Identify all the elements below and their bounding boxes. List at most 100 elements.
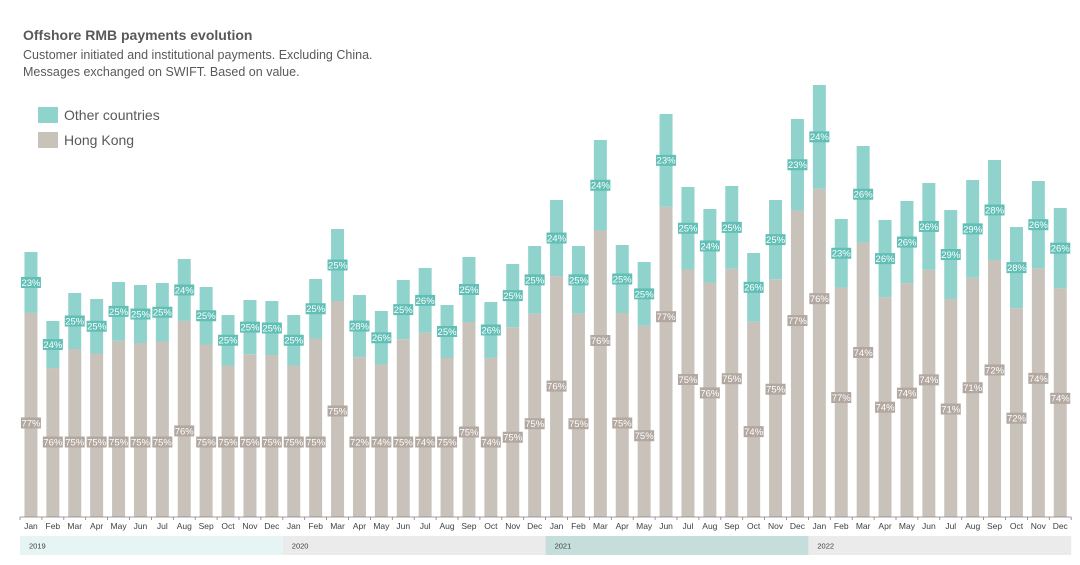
year-band-2020 [282, 536, 546, 555]
label-other-countries-42-bg [940, 249, 961, 261]
label-hong-kong-44: 72% [984, 364, 1005, 376]
label-other-countries-46: 26% [1028, 219, 1048, 231]
label-hong-kong-27: 75% [612, 417, 633, 429]
label-hong-kong-19-text: 75% [438, 437, 458, 448]
label-other-countries-8: 25% [196, 310, 216, 322]
chart-subtitle: Customer initiated and institutional pay… [23, 47, 623, 81]
bar-hong-kong-29 [659, 206, 673, 517]
bar-hong-kong-3 [90, 353, 104, 517]
label-other-countries-1-text: 24% [43, 340, 63, 351]
label-hong-kong-35: 77% [787, 315, 808, 327]
label-other-countries-21-text: 26% [481, 325, 501, 336]
label-hong-kong-24-text: 76% [547, 381, 567, 392]
label-hong-kong-14-text: 75% [328, 406, 348, 417]
label-other-countries-1-bg [42, 339, 63, 351]
label-hong-kong-9-bg [218, 436, 239, 448]
label-hong-kong-13: 75% [305, 436, 326, 448]
label-hong-kong-0-bg [20, 417, 41, 429]
label-hong-kong-23-text: 75% [525, 419, 545, 430]
x-tick-label-4: May [111, 521, 128, 531]
bar-hong-kong-33 [747, 321, 761, 517]
label-hong-kong-43-bg [962, 382, 983, 394]
label-hong-kong-40-bg [896, 387, 917, 399]
label-other-countries-5: 25% [130, 308, 151, 320]
label-other-countries-3-text: 25% [87, 322, 107, 333]
label-other-countries-43-bg [962, 223, 983, 235]
label-other-countries-41-bg [918, 220, 939, 232]
label-hong-kong-41-bg [918, 374, 939, 386]
label-other-countries-35: 23% [787, 159, 808, 171]
x-tick-label-37: Feb [834, 521, 849, 531]
label-other-countries-31: 24% [699, 240, 720, 252]
label-other-countries-18-text: 26% [416, 296, 436, 307]
label-other-countries-42-text: 29% [941, 250, 961, 261]
bar-hong-kong-28 [637, 325, 651, 517]
label-other-countries-41: 26% [918, 220, 939, 233]
x-tick-label-19: Aug [439, 521, 454, 531]
label-other-countries-44: 28% [984, 204, 1005, 216]
label-hong-kong-37: 77% [831, 392, 851, 404]
label-hong-kong-44-text: 72% [985, 365, 1005, 376]
label-hong-kong-24: 76% [546, 380, 567, 392]
label-hong-kong-19: 75% [437, 436, 458, 448]
label-other-countries-19: 25% [437, 326, 457, 338]
label-hong-kong-44-bg [984, 364, 1005, 376]
label-other-countries-22-text: 25% [503, 291, 523, 302]
label-hong-kong-7-text: 76% [175, 426, 195, 437]
x-tick-label-35: Dec [790, 521, 806, 531]
x-tick-label-23: Dec [527, 521, 543, 531]
x-tick-label-39: Apr [878, 521, 891, 531]
label-other-countries-15-bg [349, 320, 370, 332]
label-hong-kong-47: 74% [1050, 392, 1070, 405]
label-other-countries-10: 25% [239, 321, 260, 334]
label-other-countries-41-text: 26% [919, 222, 939, 233]
label-hong-kong-27-bg [612, 417, 633, 429]
label-hong-kong-39: 74% [875, 401, 895, 414]
x-tick-label-34: Nov [768, 521, 784, 531]
label-hong-kong-15-text: 72% [350, 437, 370, 448]
label-hong-kong-13-text: 75% [306, 437, 326, 448]
label-other-countries-12-bg [283, 334, 304, 346]
label-hong-kong-36: 76% [809, 293, 829, 305]
subtitle-line-1: Customer initiated and institutional pay… [23, 48, 373, 62]
label-other-countries-6-text: 25% [153, 308, 173, 319]
label-other-countries-14-bg [327, 259, 348, 271]
label-other-countries-32: 25% [721, 221, 742, 234]
label-hong-kong-25-text: 75% [569, 419, 589, 430]
label-other-countries-18: 26% [415, 294, 436, 307]
label-other-countries-45-bg [1006, 262, 1027, 274]
label-hong-kong-10-bg [239, 436, 260, 448]
label-other-countries-12-text: 25% [284, 336, 304, 347]
label-other-countries-32-text: 25% [722, 223, 742, 234]
label-other-countries-19-bg [437, 326, 458, 337]
label-hong-kong-27-text: 75% [613, 418, 633, 429]
label-hong-kong-35-text: 77% [788, 316, 808, 327]
year-band-2021 [545, 536, 809, 555]
label-other-countries-37: 23% [831, 247, 852, 260]
year-label-2020: 2020 [292, 542, 309, 551]
bar-hong-kong-44 [988, 259, 1002, 517]
x-tick-label-11: Dec [264, 521, 280, 531]
x-tick-label-6: Jul [157, 521, 168, 531]
label-other-countries-24-bg [546, 232, 567, 244]
label-hong-kong-34-text: 75% [766, 385, 786, 396]
label-other-countries-13-bg [305, 303, 326, 315]
label-hong-kong-12-bg [283, 436, 304, 448]
label-other-countries-10-bg [239, 321, 260, 333]
label-hong-kong-4-bg [108, 436, 129, 448]
label-other-countries-46-text: 26% [1029, 220, 1049, 231]
label-other-countries-13: 25% [305, 303, 326, 315]
bar-hong-kong-34 [769, 279, 783, 517]
label-hong-kong-7: 76% [174, 425, 194, 437]
label-hong-kong-2: 75% [64, 436, 85, 448]
label-hong-kong-15: 72% [349, 436, 370, 448]
label-hong-kong-31-bg [699, 387, 720, 399]
label-other-countries-27-text: 25% [613, 274, 633, 285]
x-tick-label-32: Sep [724, 521, 739, 531]
bar-hong-kong-24 [550, 276, 564, 517]
label-other-countries-3-bg [86, 320, 107, 332]
label-hong-kong-20-bg [458, 426, 479, 438]
label-other-countries-27-bg [612, 273, 633, 285]
label-other-countries-37-bg [831, 247, 852, 259]
label-hong-kong-31: 76% [699, 387, 720, 399]
